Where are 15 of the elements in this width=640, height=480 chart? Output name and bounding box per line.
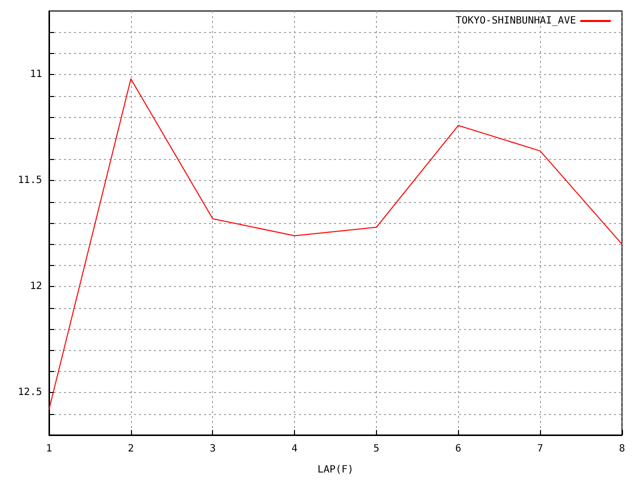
y-tick-label: 12 bbox=[30, 281, 42, 292]
x-tick-label: 8 bbox=[618, 444, 626, 454]
x-tick-label: 6 bbox=[455, 444, 462, 454]
legend-label: TOKYO-SHINBUNHAI_AVE bbox=[456, 16, 576, 26]
x-tick-label: 5 bbox=[373, 444, 380, 454]
x-tick-label: 7 bbox=[537, 444, 544, 454]
x-tick-label: 2 bbox=[128, 444, 134, 454]
x-tick-label: 4 bbox=[292, 444, 298, 454]
y-tick-label: 12.5 bbox=[18, 387, 42, 398]
y-tick-label: 11 bbox=[30, 69, 42, 80]
x-tick-label: 1 bbox=[46, 444, 52, 454]
line-series bbox=[48, 78, 622, 410]
x-axis-title: LAP(F) bbox=[317, 464, 354, 476]
y-tick-label: 11.5 bbox=[18, 175, 42, 186]
x-tick-label: 3 bbox=[210, 444, 216, 454]
